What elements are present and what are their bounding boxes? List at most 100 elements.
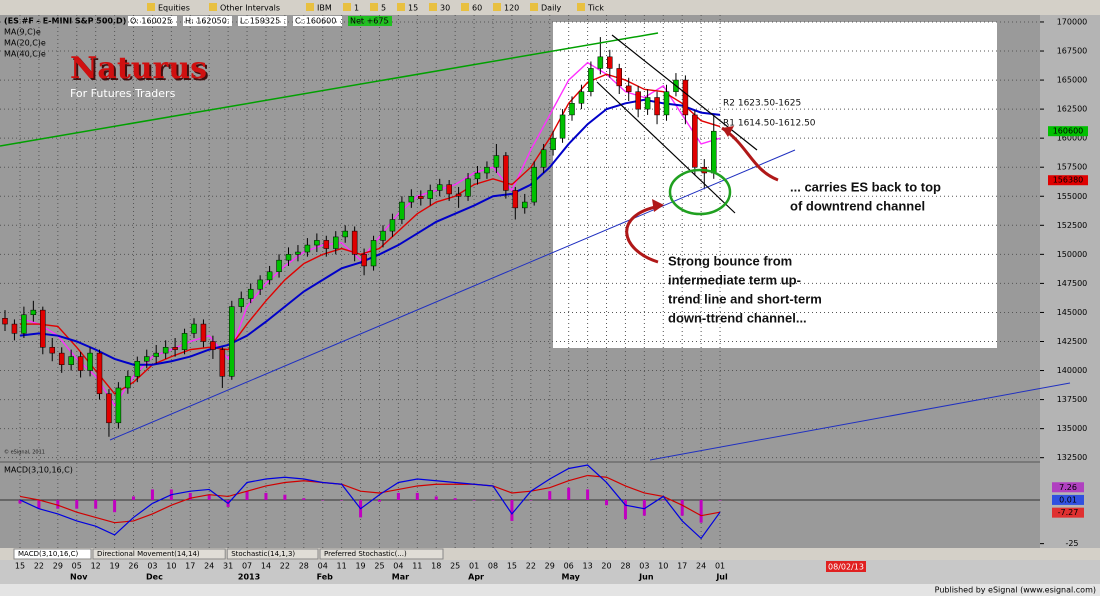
moving-average	[20, 73, 721, 395]
toolbar-button[interactable]	[343, 3, 351, 11]
candle-body	[21, 314, 27, 334]
toolbar-label[interactable]: 5	[381, 4, 386, 13]
macd-histogram	[18, 499, 22, 504]
tab-label[interactable]: MACD(3,10,16,C)	[18, 550, 79, 558]
footer: Published by eSignal (www.esignal.com)	[935, 586, 1096, 595]
toolbar-button[interactable]	[370, 3, 378, 11]
macd-histogram	[150, 489, 154, 500]
toolbar-label[interactable]: IBM	[317, 4, 332, 13]
toolbar-label[interactable]: Daily	[541, 4, 562, 13]
toolbar-label[interactable]: 30	[440, 4, 450, 13]
toolbar-label[interactable]: 15	[408, 4, 418, 13]
price-marker-box	[1048, 175, 1088, 186]
tab[interactable]	[13, 548, 92, 560]
candle-body	[68, 356, 74, 365]
resistance-label: R1 1614.50-1612.50	[723, 119, 816, 129]
candle-body	[162, 347, 169, 354]
candle-body	[455, 193, 462, 197]
x-tick-label: 31	[223, 562, 233, 571]
candle-body	[465, 178, 471, 197]
toolbar-label[interactable]: 1	[354, 4, 359, 13]
candle-body	[380, 230, 386, 241]
month-label: Apr	[468, 573, 484, 582]
annotation: trend line and short-term	[668, 291, 822, 306]
tab[interactable]	[226, 548, 319, 560]
macd-histogram	[605, 499, 609, 506]
candle-body	[58, 352, 65, 365]
x-tick-label: 15	[507, 562, 517, 571]
month-label: Nov	[70, 573, 88, 582]
candle-body	[436, 184, 443, 191]
x-tick-label: 13	[583, 562, 593, 571]
x-tick-label: 05	[72, 562, 82, 571]
toolbar-label[interactable]: Other Intervals	[220, 4, 280, 13]
y-tick-label: 162500	[1057, 105, 1088, 114]
macd-histogram	[415, 492, 419, 500]
channel-line	[611, 34, 758, 151]
x-tick-label: 25	[374, 562, 384, 571]
toolbar-button[interactable]	[306, 3, 314, 11]
trend-line	[0, 32, 659, 147]
tab[interactable]	[92, 548, 226, 560]
candle-body	[49, 347, 55, 354]
date-axis-background	[0, 560, 1100, 584]
brand-shadow: Naturus	[72, 53, 209, 88]
tab-label[interactable]: Preferred Stochastic(...)	[324, 550, 407, 558]
candle-body	[11, 323, 18, 334]
macd-line	[19, 464, 721, 540]
x-tick-label: 22	[280, 562, 290, 571]
candle-body	[370, 240, 377, 267]
month-label: 2013	[238, 573, 260, 582]
toolbar-button[interactable]	[461, 3, 469, 11]
y-tick-label: 147500	[1057, 279, 1088, 288]
toolbar-button[interactable]	[493, 3, 501, 11]
month-label: Feb	[317, 573, 334, 582]
candle-body	[418, 196, 424, 199]
tab-label[interactable]: Directional Movement(14,14)	[97, 550, 200, 558]
toolbar-button[interactable]	[530, 3, 538, 11]
price-marker-box	[1048, 126, 1088, 137]
toolbar-button[interactable]	[147, 3, 155, 11]
toolbar-button[interactable]	[429, 3, 437, 11]
toolbar-button[interactable]	[397, 3, 405, 11]
month-label: Mar	[392, 573, 409, 582]
price-marker: 156380	[1053, 176, 1084, 185]
candle-body	[682, 79, 689, 116]
candle-body	[351, 230, 358, 255]
arrow-head	[722, 126, 734, 137]
legend-entry: MA(20,C)e	[4, 39, 46, 48]
macd-marker: 7.26	[1059, 483, 1077, 492]
x-tick-label: 19	[355, 562, 365, 571]
toolbar-label[interactable]: Tick	[587, 4, 604, 13]
macd-histogram	[453, 498, 457, 500]
quote-box	[183, 16, 232, 26]
candle-body	[77, 356, 84, 371]
macd-histogram	[529, 499, 533, 501]
price-axis-background	[1040, 15, 1100, 548]
macd-histogram	[113, 499, 117, 513]
candle-body	[144, 356, 150, 362]
candle-body	[266, 271, 273, 281]
toolbar-button[interactable]	[209, 3, 217, 11]
x-tick-label: 10	[166, 562, 176, 571]
macd-histogram	[283, 494, 287, 500]
macd-histogram	[718, 499, 722, 501]
quote-box	[128, 16, 177, 26]
toolbar-button[interactable]	[577, 3, 585, 11]
x-tick-label: 25	[450, 562, 460, 571]
toolbar-label[interactable]: 60	[472, 4, 482, 13]
y-tick-label: 157500	[1057, 163, 1088, 172]
toolbar-label[interactable]: 120	[504, 4, 519, 13]
macd-histogram	[472, 499, 476, 501]
tab-label[interactable]: Stochastic(14,1,3)	[231, 550, 295, 558]
quote: C: 160600	[295, 17, 336, 26]
macd-signal	[19, 474, 721, 524]
x-tick-label: 18	[431, 562, 441, 571]
candle-body	[654, 97, 660, 116]
candle-body	[522, 201, 528, 209]
x-tick-label: 29	[53, 562, 63, 571]
toolbar-label[interactable]: Equities	[158, 4, 190, 13]
macd-histogram	[207, 494, 211, 500]
tab[interactable]	[319, 548, 444, 560]
